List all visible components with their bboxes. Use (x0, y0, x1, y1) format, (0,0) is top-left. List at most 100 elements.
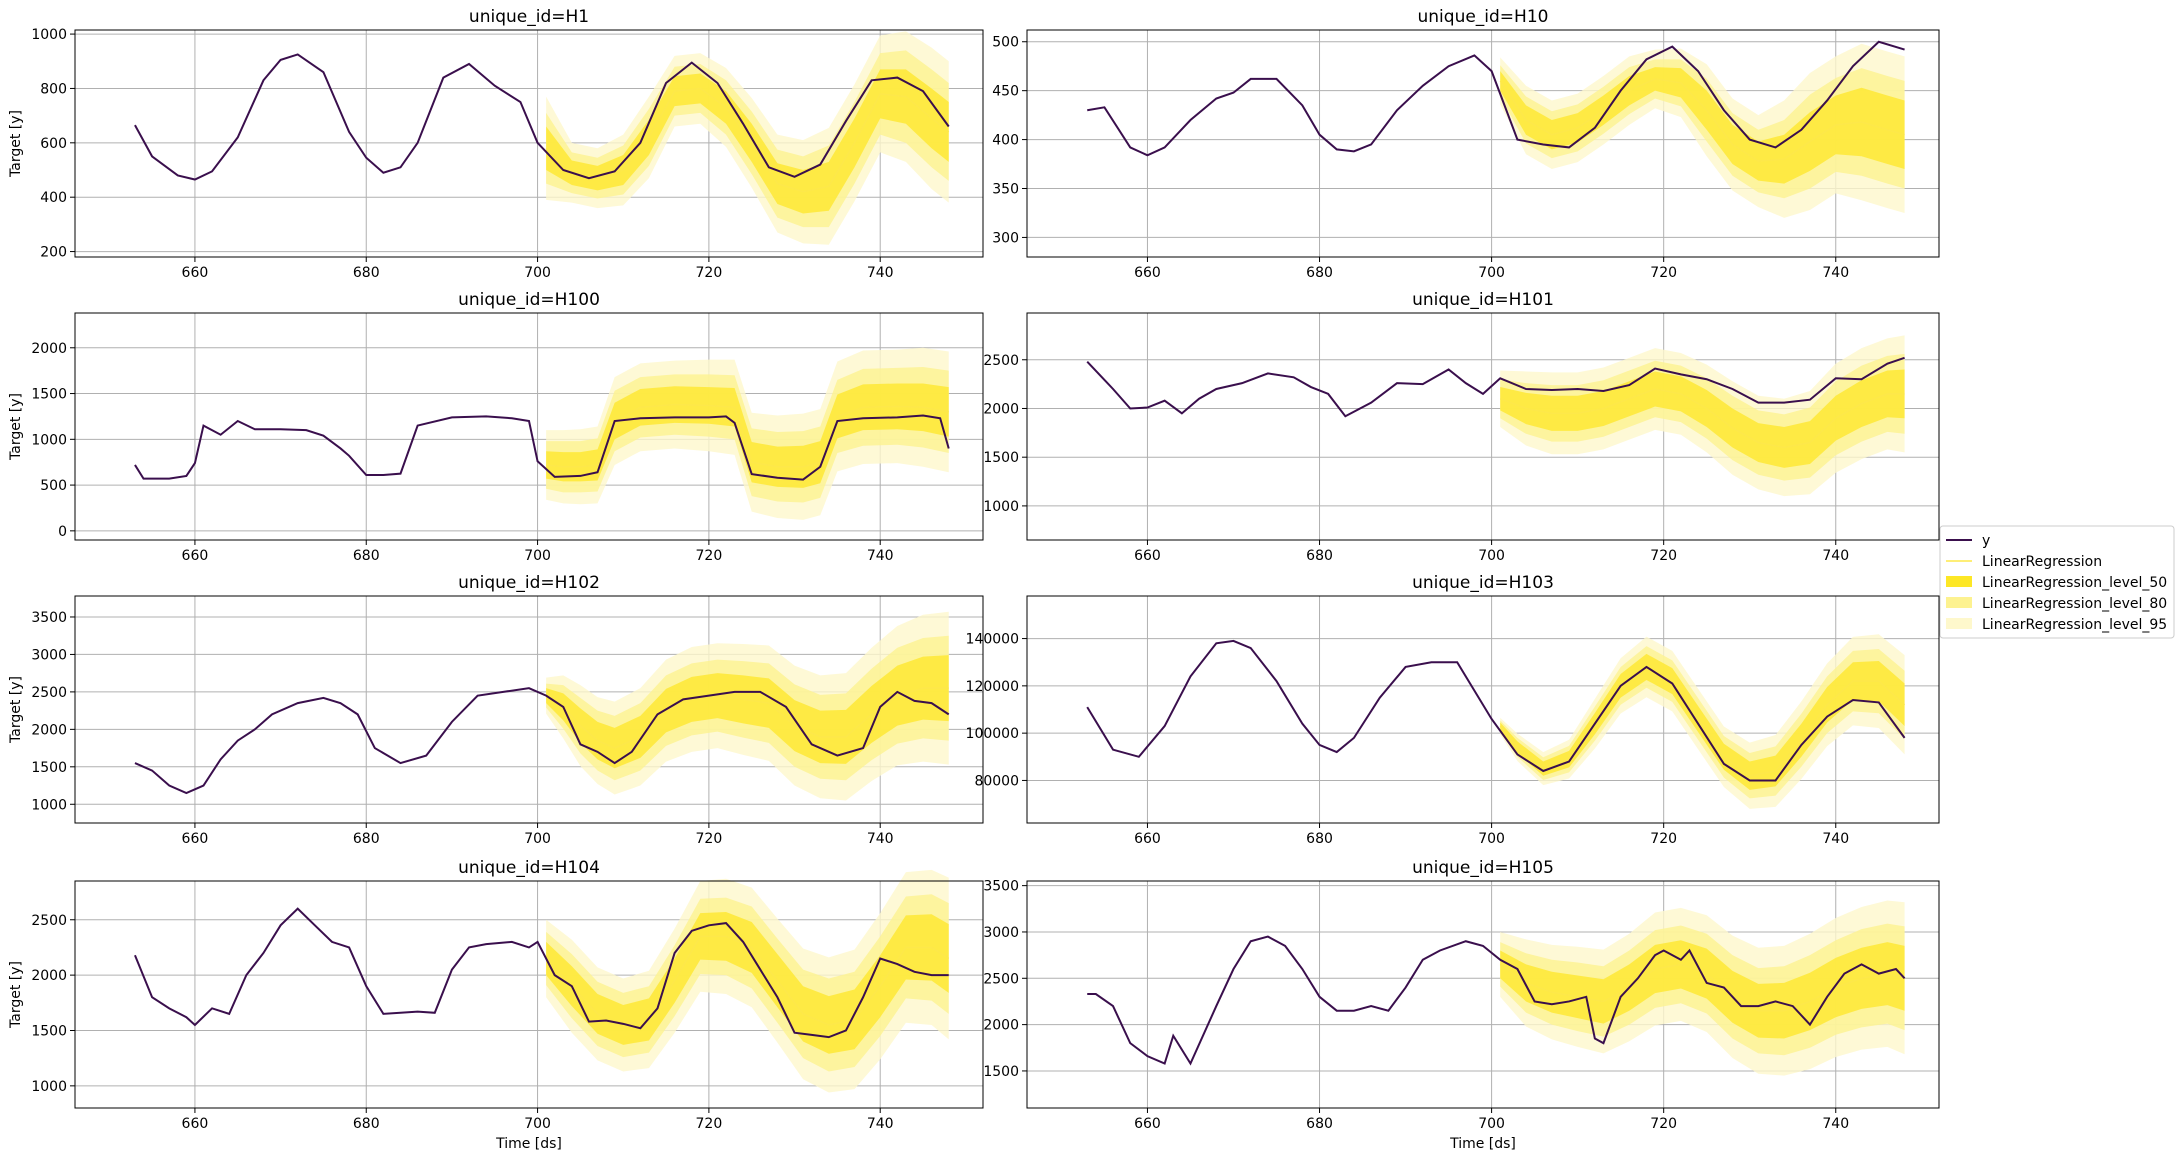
tick-label-y: 1500 (983, 1064, 1019, 1080)
tick-label-y: 80000 (974, 773, 1019, 789)
legend: y LinearRegression LinearRegression_level_… (1939, 525, 2175, 639)
tick-label-x: 660 (1134, 548, 1161, 564)
tick-label-y: 1500 (31, 760, 67, 776)
plot-frame (74, 312, 984, 541)
tick-label-x: 720 (1650, 831, 1677, 847)
tick-label-y: 120000 (966, 679, 1019, 695)
tick-label-y: 600 (40, 136, 67, 152)
subplot-title: unique_id=H105 (1412, 858, 1554, 878)
tick-label-x: 680 (1306, 831, 1333, 847)
forecast-line (1499, 388, 1905, 449)
band-level-50 (546, 69, 949, 214)
legend-swatch-level_95 (1946, 618, 1972, 629)
subplot-title: unique_id=H101 (1412, 290, 1554, 310)
tick-label-y: 2000 (31, 722, 67, 738)
subplot-h104: 660 680 700 720 740 1000 1500 2000 2500 unique_id… (8, 858, 984, 1152)
actual-line (1086, 356, 1905, 418)
tick-label-x: 700 (524, 265, 551, 281)
tick-label-x: 680 (353, 1116, 380, 1132)
y-axis-label: Target [y] (8, 110, 24, 178)
forecast-line (1499, 78, 1905, 162)
band-level-50 (546, 383, 949, 488)
tick-label-y: 350 (992, 182, 1019, 198)
tick-label-y: 400 (40, 190, 67, 206)
tick-label-x: 720 (1650, 265, 1677, 281)
subplot-title: unique_id=H102 (458, 573, 600, 593)
tick-label-y: 1500 (31, 1023, 67, 1039)
tick-label-x: 660 (182, 548, 209, 564)
tick-label-x: 700 (524, 1116, 551, 1132)
forecast-line (1499, 963, 1905, 1012)
tick-label-x: 660 (182, 831, 209, 847)
actual-line (134, 53, 950, 181)
tick-label-x: 720 (696, 265, 723, 281)
tick-label-x: 740 (867, 548, 894, 564)
legend-label-level_80: LinearRegression_level_80 (1982, 596, 2167, 612)
actual-line (134, 907, 949, 1039)
legend-label-level_50: LinearRegression_level_50 (1982, 575, 2167, 591)
tick-label-x: 720 (696, 831, 723, 847)
x-axis-label: Time [ds] (1449, 1136, 1516, 1152)
tick-label-x: 660 (182, 265, 209, 281)
tick-label-y: 2000 (31, 968, 67, 984)
band-level-50 (1500, 940, 1905, 1039)
tick-label-x: 700 (1478, 548, 1505, 564)
x-axis-label: Time [ds] (495, 1136, 562, 1152)
tick-label-x: 740 (867, 265, 894, 281)
tick-label-x: 740 (1822, 265, 1849, 281)
tick-label-y: 200 (40, 245, 67, 261)
tick-label-y: 100000 (966, 726, 1019, 742)
y-axis-label: Target [y] (8, 676, 24, 744)
subplot-title: unique_id=H104 (458, 858, 600, 878)
plot-frame (1026, 312, 1940, 541)
legend-swatch-level_50 (1946, 576, 1972, 587)
plot-frame (74, 595, 984, 824)
tick-label-x: 680 (353, 548, 380, 564)
tick-label-y: 300 (992, 230, 1019, 246)
tick-label-y: 800 (40, 81, 67, 97)
forecast-line (546, 403, 949, 468)
subplot-h101: 660 680 700 720 740 1000 1500 2000 2500 unique_id… (983, 290, 1940, 564)
forecast-line (1499, 666, 1906, 777)
tick-label-y: 450 (992, 84, 1019, 100)
tick-label-x: 720 (1650, 1116, 1677, 1132)
band-level-50 (546, 912, 949, 1054)
plot-frame (1026, 29, 1940, 258)
plot-frame (1026, 595, 1940, 824)
tick-label-y: 1500 (983, 450, 1019, 466)
tick-label-y: 3000 (983, 925, 1019, 941)
plot-frame (1026, 880, 1940, 1109)
tick-label-y: 2500 (31, 685, 67, 701)
tick-label-y: 1000 (31, 432, 67, 448)
tick-label-x: 740 (867, 1116, 894, 1132)
forecast-line (545, 87, 950, 193)
forecast-line (545, 687, 949, 749)
tick-label-x: 680 (1306, 1116, 1333, 1132)
legend-label-y: y (1982, 533, 1990, 549)
tick-label-x: 700 (524, 548, 551, 564)
tick-label-y: 1500 (31, 387, 67, 403)
tick-label-x: 700 (524, 831, 551, 847)
tick-label-x: 720 (696, 1116, 723, 1132)
tick-label-y: 1000 (31, 1079, 67, 1095)
tick-label-x: 680 (353, 831, 380, 847)
tick-label-y: 3500 (31, 610, 67, 626)
plot-frame (74, 880, 984, 1109)
subplot-title: unique_id=H100 (458, 290, 600, 310)
tick-label-x: 700 (1478, 831, 1505, 847)
tick-label-y: 2000 (983, 1018, 1019, 1034)
tick-label-y: 1000 (31, 27, 67, 43)
tick-label-x: 740 (1822, 1116, 1849, 1132)
actual-line (1086, 639, 1906, 782)
tick-label-y: 1000 (31, 797, 67, 813)
subplot-h103: 660 680 700 720 740 80000 100000 120000 140000 un… (966, 573, 1940, 847)
tick-label-x: 720 (696, 548, 723, 564)
tick-label-x: 660 (1134, 1116, 1161, 1132)
legend-box (1939, 525, 2175, 639)
tick-label-x: 660 (1134, 265, 1161, 281)
tick-label-x: 660 (182, 1116, 209, 1132)
tick-label-x: 700 (1478, 265, 1505, 281)
tick-label-x: 740 (1822, 548, 1849, 564)
tick-label-y: 1000 (983, 499, 1019, 515)
